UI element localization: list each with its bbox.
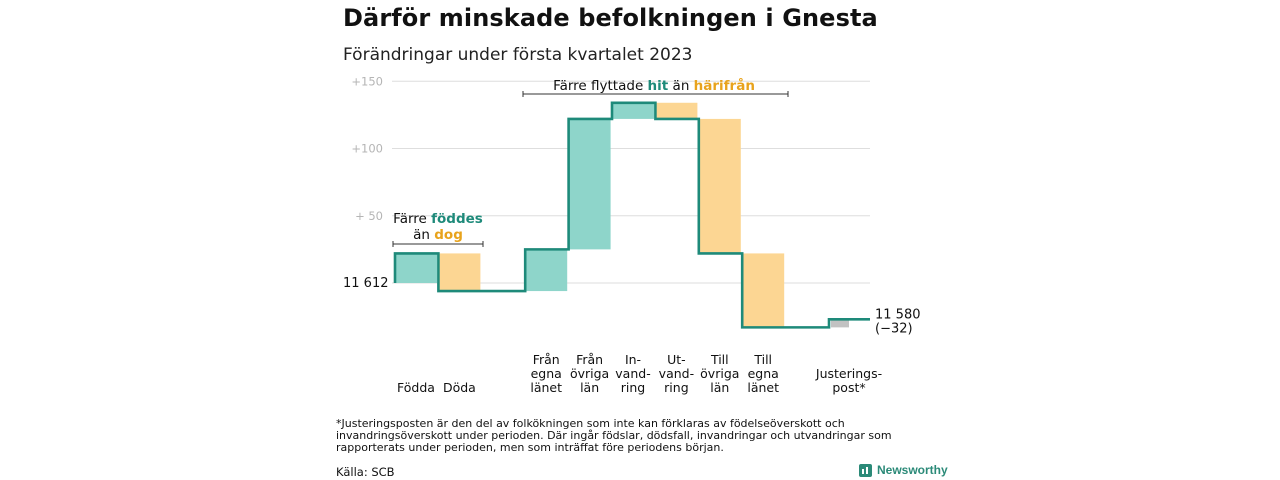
x-label-6-0: Ut- [667,352,686,367]
end-change-label: (−32) [875,321,913,336]
x-label-6-1: vand- [659,366,694,381]
bar-6 [655,102,698,119]
bar-1 [438,253,481,292]
x-label-5-1: vand- [615,366,650,381]
annotation-migration-span-0-2: än [668,78,693,94]
annotation-birth-span-0-0: Färre [393,211,431,227]
x-label-4-0: Från [576,352,603,367]
x-label-7-2: län [710,380,729,395]
x-label-8-1: egna [748,366,779,381]
bar-chart-icon [859,463,872,477]
annotation-birth-span-1-0: än [413,227,434,243]
bar-10 [831,319,849,328]
end-value-label: 11 580 [875,307,921,322]
annotation-birth-line-1: än dog [413,227,463,243]
x-label-6-2: ring [664,380,688,395]
annotation-birth-span-0-1: föddes [431,211,483,227]
x-label-8-2: länet [747,380,779,395]
annotation-birth-span-1-1: dog [434,227,463,243]
footnote: *Justeringsposten är den del av folkökni… [336,417,892,454]
x-label-3-1: egna [531,366,562,381]
annotation-migration-line-0: Färre flyttade hit än härifrån [553,77,755,94]
y-tick-label-0: + 50 [355,209,383,223]
x-label-10-0: Justerings- [815,366,882,381]
brand-name: Newsworthy [877,463,948,477]
x-label-7-1: övriga [700,366,739,381]
waterfall-line [393,101,870,329]
x-label-10-1: post* [832,380,865,395]
bar-8 [742,253,785,328]
x-label-8-0: Till [753,352,772,367]
annotation-migration-span-0-3: härifrån [694,77,755,94]
x-label-4-2: län [580,380,599,395]
annotation-migration-span-0-0: Färre flyttade [553,78,647,94]
chart-title: Därför minskade befolkningen i Gnesta [343,4,878,32]
x-label-7-0: Till [710,352,729,367]
annotation-migration-span-0-1: hit [648,78,669,94]
y-tick-label-1: +100 [351,142,383,156]
annotation-birth-line-0: Färre föddes [393,211,483,227]
x-label-5-2: ring [621,380,645,395]
x-label-4-1: övriga [570,366,609,381]
bar-0 [395,253,437,283]
x-label-3-0: Från [533,352,560,367]
x-label-1-0: Döda [443,380,476,395]
bar-3 [525,249,568,292]
y-tick-label-2: +150 [351,74,383,88]
brand-logo[interactable]: Newsworthy [859,463,948,477]
x-label-3-2: länet [530,380,562,395]
bar-5 [612,102,654,119]
source-label: Källa: SCB [336,465,395,479]
bar-7 [698,118,741,254]
x-label-0-0: Födda [397,380,435,395]
start-value-label: 11 612 [343,276,389,291]
chart-subtitle: Förändringar under första kvartalet 2023 [343,45,693,65]
bar-4 [568,118,611,250]
x-label-5-0: In- [625,352,641,367]
